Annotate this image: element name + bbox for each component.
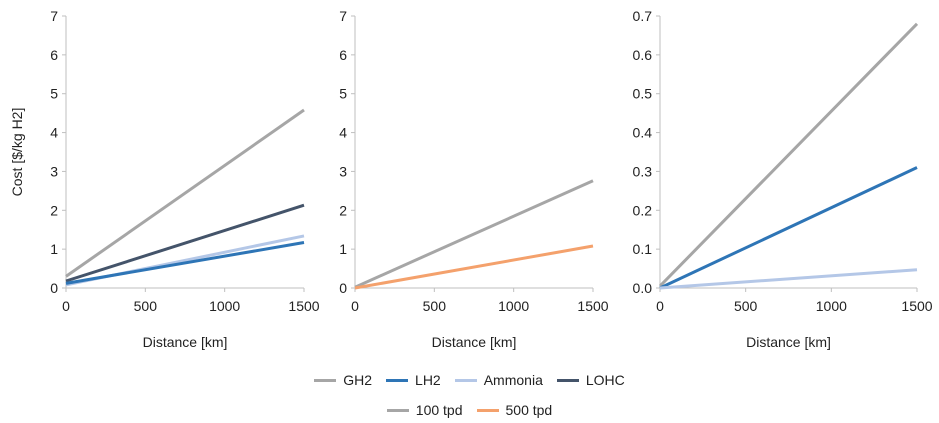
y-tick-label: 4 (339, 125, 347, 141)
y-tick-label: 6 (339, 47, 347, 63)
x-axis-title: Distance [km] (143, 334, 228, 350)
legend-capacity: 100 tpd 500 tpd (0, 402, 939, 418)
legend-swatch (314, 378, 337, 382)
legend-technologies: GH2 LH2 Ammonia LOHC (0, 372, 939, 388)
x-axis-title: Distance [km] (746, 334, 831, 350)
series-line-lh2 (65, 241, 305, 285)
y-tick-label: 4 (50, 125, 58, 141)
y-tick-label: 0.5 (633, 86, 653, 102)
chart-panel-1: 0 1 2 3 4 5 6 7 0 500 1000 1500 Distance [km] Cost [$… (9, 8, 320, 350)
y-tick-label: 3 (50, 163, 58, 179)
y-axis-title: Cost [$/kg H2] (9, 108, 25, 197)
legend-entry: LOHC (556, 372, 625, 388)
y-tick-label: 0.4 (633, 125, 653, 141)
y-tick-label: 7 (339, 8, 347, 24)
y-tick-label: 2 (339, 202, 347, 218)
series-line-lh2 (659, 166, 918, 290)
chart-panel-2: 0 1 2 3 4 5 6 7 0 500 1000 1500 Distance [km] (339, 8, 609, 350)
series-line-lohc (65, 203, 305, 283)
legend-label: Ammonia (483, 372, 543, 388)
y-tick-label: 3 (339, 163, 347, 179)
legend-label: 100 tpd (415, 402, 463, 418)
legend-swatch (476, 408, 499, 412)
y-tick-label: 0.0 (633, 280, 653, 296)
x-tick-label: 500 (734, 298, 758, 314)
y-tick-label: 0.1 (633, 241, 653, 257)
chart-panel-3: 0.0 0.1 0.2 0.3 0.4 0.5 0.6 0.7 0 500 1000 1500 Dist… (633, 8, 933, 350)
legend-label: GH2 (343, 372, 373, 388)
legend-label: 500 tpd (505, 402, 553, 418)
x-tick-label: 1500 (577, 298, 608, 314)
x-tick-label: 1000 (209, 298, 240, 314)
y-tick-label: 7 (50, 8, 58, 24)
y-tick-label: 5 (339, 86, 347, 102)
x-tick-label: 1000 (498, 298, 529, 314)
y-tick-label: 1 (50, 241, 58, 257)
legend-label: LOHC (585, 372, 625, 388)
x-tick-label: 0 (656, 298, 664, 314)
x-tick-label: 1500 (288, 298, 319, 314)
y-tick-label: 1 (339, 241, 347, 257)
y-tick-label: 0.2 (633, 202, 653, 218)
y-tick-label: 6 (50, 47, 58, 63)
series-line-gh2 (658, 22, 919, 288)
x-axis-title: Distance [km] (432, 334, 517, 350)
y-tick-label: 0 (339, 280, 347, 296)
legend-entry: LH2 (386, 372, 441, 388)
x-tick-label: 1000 (816, 298, 847, 314)
series-line-100-tpd (354, 179, 594, 289)
y-tick-label: 0.7 (633, 8, 653, 24)
series-line-ammonia (659, 268, 918, 290)
legend-swatch (556, 378, 579, 382)
x-tick-label: 0 (351, 298, 359, 314)
y-tick-label: 5 (50, 86, 58, 102)
y-tick-label: 2 (50, 202, 58, 218)
legend-entry: Ammonia (454, 372, 543, 388)
y-tick-label: 0.6 (633, 47, 653, 63)
legend-label: LH2 (415, 372, 441, 388)
x-tick-label: 500 (134, 298, 158, 314)
legend-entry: 500 tpd (476, 402, 553, 418)
x-tick-label: 500 (423, 298, 447, 314)
legend-entry: 100 tpd (386, 402, 463, 418)
legend-swatch (386, 408, 409, 412)
x-tick-label: 1500 (901, 298, 932, 314)
series-line-500-tpd (354, 244, 594, 290)
x-tick-label: 0 (62, 298, 70, 314)
y-tick-label: 0 (50, 280, 58, 296)
legend-swatch (454, 378, 477, 382)
legend-entry: GH2 (314, 372, 372, 388)
y-tick-label: 0.3 (633, 163, 653, 179)
legend-swatch (386, 378, 409, 382)
series-line-gh2 (65, 108, 305, 278)
